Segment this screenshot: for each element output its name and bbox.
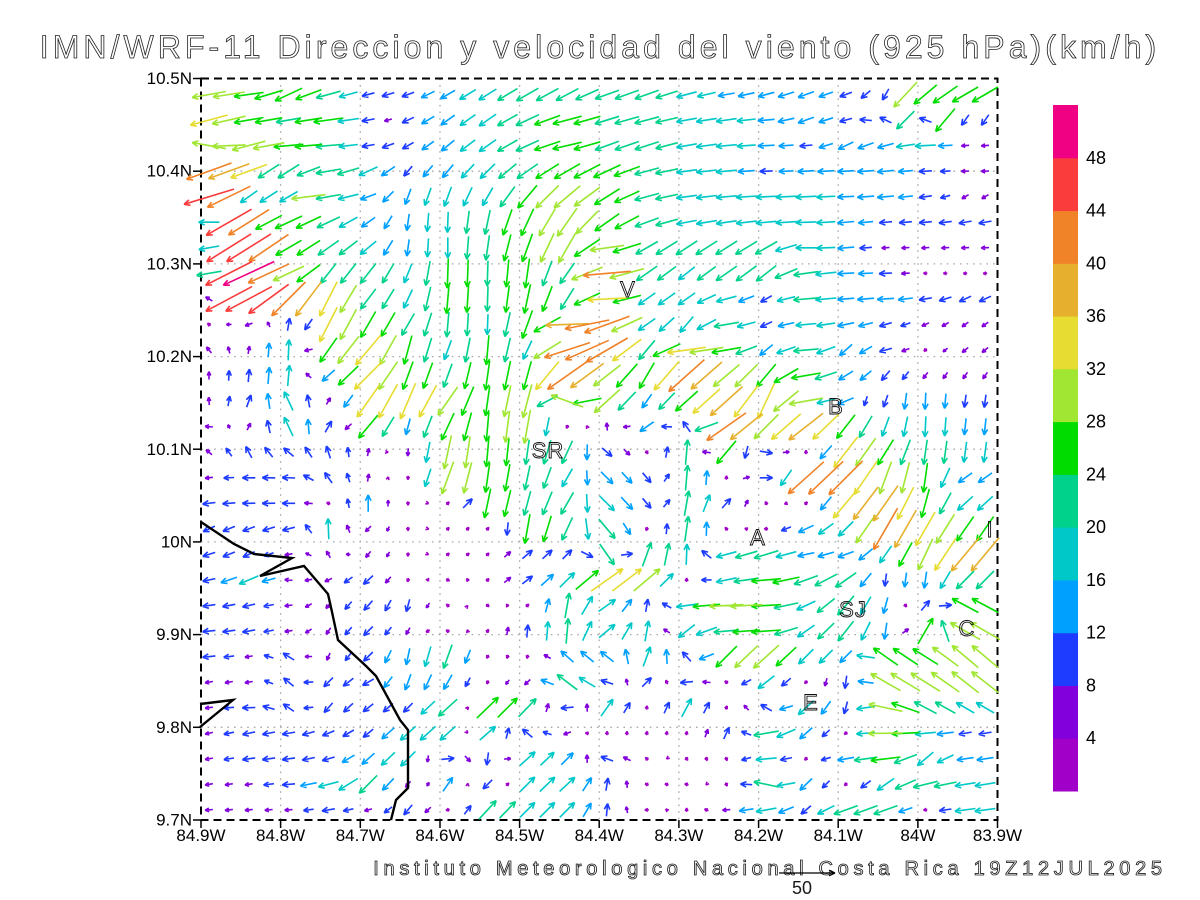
svg-text:10.2N: 10.2N	[147, 347, 192, 366]
svg-text:8: 8	[1086, 676, 1096, 696]
svg-text:36: 36	[1086, 306, 1106, 326]
svg-text:40: 40	[1086, 253, 1106, 273]
svg-text:9.9N: 9.9N	[156, 625, 192, 644]
svg-text:50: 50	[792, 878, 812, 898]
svg-text:B: B	[828, 394, 844, 419]
svg-text:10N: 10N	[161, 532, 192, 551]
svg-text:V: V	[620, 277, 636, 302]
svg-text:10.3N: 10.3N	[147, 254, 192, 273]
svg-text:I: I	[986, 517, 993, 542]
svg-text:84.2W: 84.2W	[734, 826, 783, 845]
svg-text:84.8W: 84.8W	[256, 826, 305, 845]
svg-text:84.5W: 84.5W	[495, 826, 544, 845]
svg-text:E: E	[803, 690, 819, 715]
svg-text:24: 24	[1086, 464, 1106, 484]
svg-text:A: A	[750, 525, 766, 550]
svg-text:10.5N: 10.5N	[147, 69, 192, 88]
svg-text:4: 4	[1086, 728, 1096, 748]
svg-text:84.1W: 84.1W	[814, 826, 863, 845]
svg-text:84.6W: 84.6W	[415, 826, 464, 845]
svg-text:12: 12	[1086, 623, 1106, 643]
svg-text:9.8N: 9.8N	[156, 718, 192, 737]
svg-text:84W: 84W	[900, 826, 935, 845]
svg-text:48: 48	[1086, 148, 1106, 168]
svg-text:SJ: SJ	[839, 597, 867, 622]
svg-text:16: 16	[1086, 570, 1106, 590]
svg-text:IMN/WRF-11 Direccion y velocid: IMN/WRF-11 Direccion y velocidad del vie…	[40, 29, 1160, 65]
svg-text:84.9W: 84.9W	[176, 826, 225, 845]
svg-text:Instituto Meteorologico Nacion: Instituto Meteorologico Nacional Costa R…	[373, 858, 1167, 880]
svg-text:C: C	[959, 616, 976, 641]
svg-text:32: 32	[1086, 359, 1106, 379]
svg-text:83.9W: 83.9W	[973, 826, 1022, 845]
svg-text:84.7W: 84.7W	[336, 826, 385, 845]
svg-text:10.4N: 10.4N	[147, 162, 192, 181]
svg-text:84.3W: 84.3W	[654, 826, 703, 845]
svg-text:10.1N: 10.1N	[147, 440, 192, 459]
svg-text:44: 44	[1086, 201, 1106, 221]
svg-text:9.7N: 9.7N	[156, 811, 192, 830]
svg-text:SR: SR	[532, 438, 565, 463]
svg-text:28: 28	[1086, 412, 1106, 432]
svg-text:84.4W: 84.4W	[575, 826, 624, 845]
svg-text:20: 20	[1086, 517, 1106, 537]
